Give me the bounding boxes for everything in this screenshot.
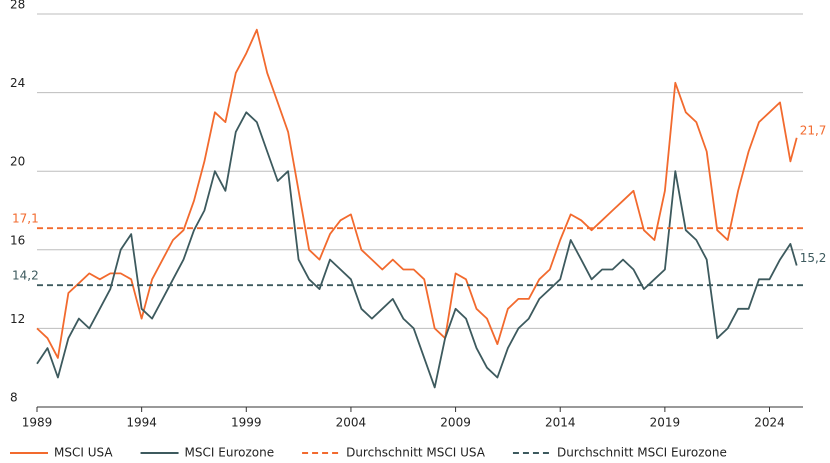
x-tick-label: 2019 [650, 416, 681, 430]
legend-label: Durchschnitt MSCI Eurozone [557, 446, 727, 460]
legend-label: MSCI USA [54, 446, 113, 460]
series-line [36, 111, 798, 389]
y-tick-label: 20 [10, 155, 25, 169]
legend-label: MSCI Eurozone [185, 446, 275, 460]
x-tick-label: 1999 [231, 416, 262, 430]
x-tick-label: 1989 [22, 416, 53, 430]
x-tick-label: 2024 [754, 416, 785, 430]
y-tick-label: 8 [10, 391, 18, 405]
y-tick-label: 24 [10, 76, 25, 90]
average-label: 14,2 [12, 269, 39, 283]
y-tick-label: 16 [10, 233, 25, 247]
end-label: 15,2 [800, 251, 827, 265]
x-tick-label: 2004 [336, 416, 367, 430]
end-label: 21,7 [800, 123, 827, 137]
y-tick-label: 28 [10, 0, 25, 12]
x-tick-label: 1994 [126, 416, 157, 430]
series-line [36, 28, 798, 359]
y-tick-label: 12 [10, 312, 25, 326]
average-label: 17,1 [12, 212, 39, 226]
x-tick-label: 2014 [545, 416, 576, 430]
x-tick-label: 2009 [440, 416, 471, 430]
legend-label: Durchschnitt MSCI USA [346, 446, 486, 460]
